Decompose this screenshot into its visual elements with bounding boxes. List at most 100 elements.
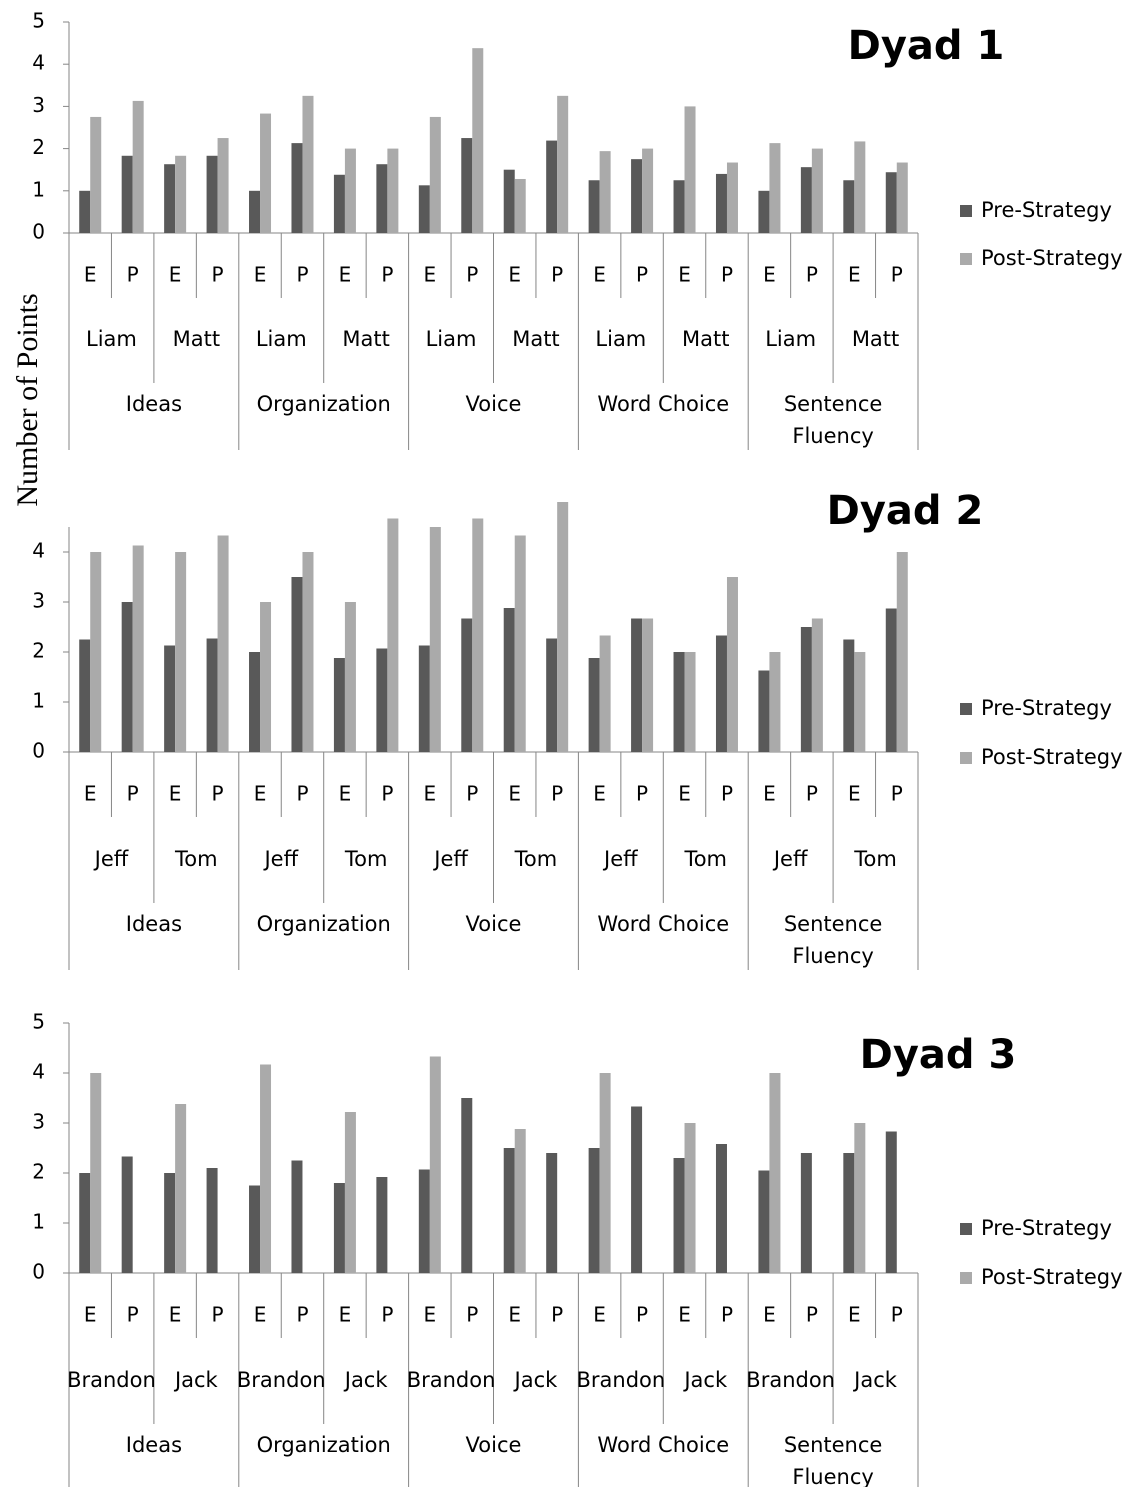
bar-post-strategy	[260, 1064, 272, 1273]
bar-post-strategy	[132, 100, 144, 233]
x-student-label: Matt	[852, 327, 899, 351]
bar-pre-strategy	[885, 1131, 897, 1273]
bar-pre-strategy	[588, 1148, 600, 1273]
x-student-label: Liam	[426, 327, 477, 351]
x-level-label: E	[508, 263, 521, 287]
bar-pre-strategy	[79, 190, 91, 233]
bar-post-strategy	[811, 148, 823, 233]
x-student-label: Brandon	[576, 1368, 665, 1392]
y-tick-label: 5	[32, 1010, 45, 1034]
x-level-label: E	[678, 1303, 691, 1327]
bar-post-strategy	[90, 1073, 102, 1273]
x-level-label: E	[424, 782, 437, 806]
bar-pre-strategy	[715, 173, 727, 233]
x-student-label: Jack	[343, 1368, 389, 1392]
y-tick-label: 0	[32, 1260, 45, 1284]
bar-post-strategy	[599, 151, 611, 233]
bar-pre-strategy	[461, 1098, 473, 1273]
y-tick-label: 0	[32, 220, 45, 244]
bar-pre-strategy	[588, 658, 600, 752]
y-axis-label-wrap: Number of Points	[0, 0, 60, 1487]
x-level-label: P	[466, 263, 478, 287]
bar-pre-strategy	[800, 167, 812, 233]
x-student-label: Tom	[683, 847, 727, 871]
x-level-label: E	[508, 1303, 521, 1327]
x-level-label: E	[254, 1303, 267, 1327]
x-trait-label: Voice	[466, 912, 522, 936]
x-student-label: Tom	[853, 847, 897, 871]
bar-post-strategy	[132, 545, 144, 752]
bar-post-strategy	[90, 552, 102, 752]
x-level-label: P	[127, 263, 139, 287]
x-level-label: P	[806, 782, 818, 806]
bar-pre-strategy	[418, 185, 430, 233]
x-student-label: Liam	[595, 327, 646, 351]
bar-pre-strategy	[249, 190, 261, 233]
bar-pre-strategy	[673, 180, 685, 233]
bar-pre-strategy	[631, 1106, 643, 1273]
bar-post-strategy	[599, 635, 611, 752]
bar-post-strategy	[514, 535, 526, 752]
x-level-label: P	[296, 782, 308, 806]
bar-pre-strategy	[461, 618, 473, 752]
bar-pre-strategy	[376, 164, 388, 233]
chart-title: Dyad 2	[827, 488, 984, 534]
chart-dyad-3: Dyad 3 0 1 2 3 4 5 E P E P E P E P E P E P E P E P E P E P Brandon J…	[32, 1010, 1122, 1490]
bar-post-strategy	[217, 138, 229, 233]
x-trait-label: Fluency	[792, 944, 873, 968]
x-level-label: E	[763, 1303, 776, 1327]
x-student-label: Tom	[344, 847, 388, 871]
legend-label-pre: Pre-Strategy	[981, 198, 1112, 222]
bar-pre-strategy	[291, 143, 303, 233]
bar-pre-strategy	[121, 1156, 133, 1273]
x-level-label: E	[763, 782, 776, 806]
x-level-label: P	[551, 782, 563, 806]
bar-pre-strategy	[843, 180, 855, 233]
chart-legend: Pre-Strategy Post-Strategy	[960, 696, 1123, 769]
x-level-label: P	[296, 263, 308, 287]
legend-swatch-pre	[960, 1223, 972, 1235]
x-level-label: P	[891, 263, 903, 287]
bar-pre-strategy	[758, 670, 770, 752]
x-level-label: E	[848, 263, 861, 287]
legend-swatch-post	[960, 752, 972, 764]
chart-dyad-2: Dyad 2 0 1 2 3 4 E P E P E P E P E P E P E P E P E P E P Jeff Tom Je…	[32, 488, 1123, 970]
x-level-label: E	[593, 782, 606, 806]
bar-pre-strategy	[291, 577, 303, 752]
chart-dyad-1: Dyad 1 0 1 2 3 4 5 E P E P E P E P E P E P E P E P E P E P Liam Matt…	[32, 9, 1123, 450]
x-student-label: Liam	[765, 327, 816, 351]
bar-post-strategy	[429, 116, 441, 233]
legend-swatch-post	[960, 253, 972, 265]
legend-label-post: Post-Strategy	[981, 246, 1123, 270]
x-trait-label: Sentence	[784, 1433, 883, 1457]
x-level-label: E	[678, 782, 691, 806]
bar-pre-strategy	[206, 155, 218, 233]
bar-pre-strategy	[758, 190, 770, 233]
bar-post-strategy	[896, 552, 908, 752]
bar-pre-strategy	[546, 140, 558, 233]
bar-pre-strategy	[631, 159, 643, 233]
bar-pre-strategy	[843, 639, 855, 752]
x-student-label: Jeff	[93, 847, 129, 871]
x-level-label: E	[424, 263, 437, 287]
x-trait-label: Ideas	[126, 912, 182, 936]
x-student-label: Matt	[682, 327, 729, 351]
bar-post-strategy	[896, 162, 908, 233]
x-level-label: E	[339, 263, 352, 287]
legend-label-pre: Pre-Strategy	[981, 696, 1112, 720]
x-level-label: P	[551, 263, 563, 287]
bar-pre-strategy	[291, 1160, 303, 1273]
bar-pre-strategy	[206, 638, 218, 752]
bar-post-strategy	[514, 1129, 526, 1273]
y-tick-label: 3	[32, 589, 45, 613]
x-level-label: E	[254, 263, 267, 287]
legend-label-pre: Pre-Strategy	[981, 1216, 1112, 1240]
legend-swatch-post	[960, 1272, 972, 1284]
bar-post-strategy	[769, 652, 781, 752]
bar-pre-strategy	[800, 1153, 812, 1273]
bar-pre-strategy	[164, 1173, 176, 1273]
x-level-label: E	[508, 782, 521, 806]
bar-pre-strategy	[503, 169, 515, 233]
x-student-label: Matt	[173, 327, 220, 351]
